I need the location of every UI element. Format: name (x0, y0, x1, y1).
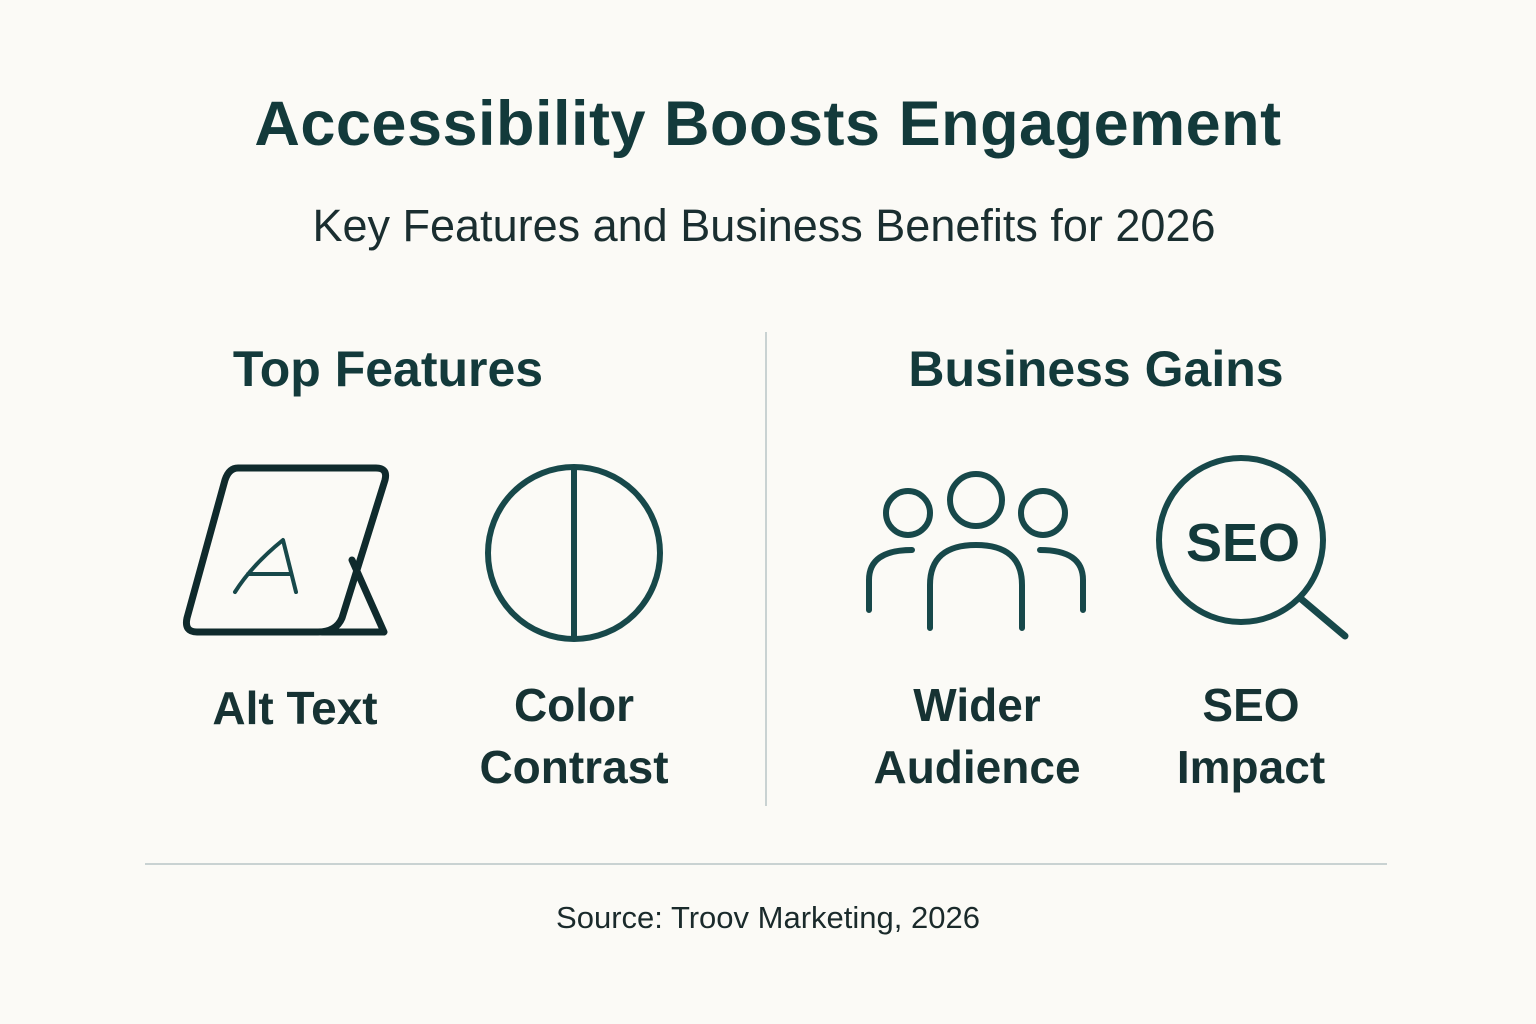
seo-magnifier-icon: SEO (1156, 455, 1349, 640)
page-subtitle: Key Features and Business Benefits for 2… (312, 200, 1216, 251)
feature-label-alt-text: Alt Text (212, 682, 378, 734)
alt-text-tablet-icon (183, 464, 390, 636)
color-contrast-icon (485, 464, 663, 642)
gain-label-wider-audience: Wider Audience (873, 679, 1081, 793)
section-heading-business-gains: Business Gains (908, 341, 1284, 397)
page-title: Accessibility Boosts Engagement (254, 89, 1282, 159)
seo-icon-text: SEO (1186, 513, 1300, 573)
section-heading-top-features: Top Features (232, 341, 544, 397)
source-citation: Source: Troov Marketing, 2026 (556, 900, 980, 935)
feature-label-color-contrast: Color Contrast (479, 679, 669, 793)
gain-label-seo-impact: SEO Impact (1176, 679, 1326, 793)
people-group-icon (866, 471, 1086, 631)
